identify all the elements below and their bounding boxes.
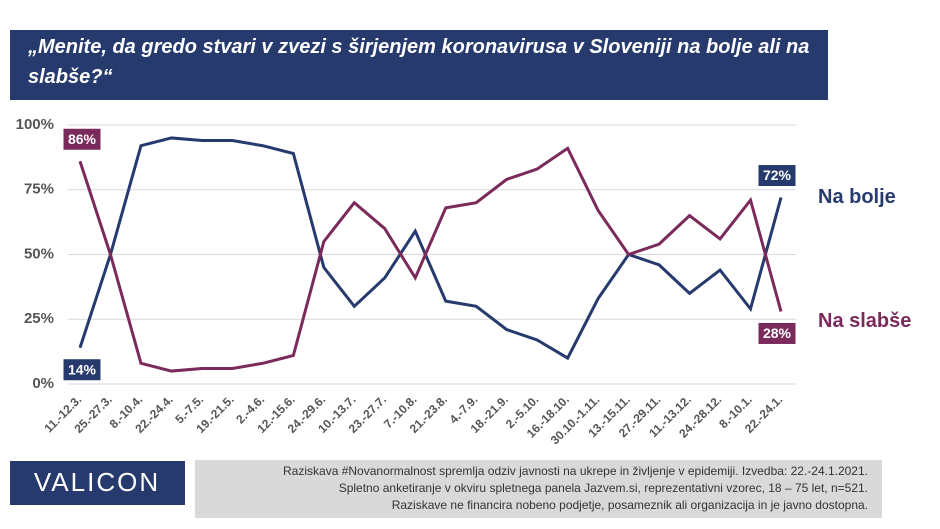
line: [78, 146, 783, 373]
value-label: 86%: [68, 131, 97, 147]
footnote-box: [195, 460, 882, 518]
y-tick-label: 100%: [16, 116, 54, 133]
value-label: 28%: [763, 325, 792, 341]
footnote-line: Spletno anketiranje v okviru spletnega p…: [339, 481, 868, 495]
value-label: 14%: [68, 361, 97, 377]
y-tick-label: 50%: [24, 245, 54, 262]
logo: VALICON: [34, 467, 160, 497]
logo-box: [10, 461, 185, 505]
line: [78, 136, 783, 361]
value-label-box: [62, 127, 102, 151]
value-label: 72%: [763, 167, 792, 183]
y-tick-label: 0%: [32, 375, 54, 392]
title-box: [10, 30, 828, 100]
y-tick-label: 25%: [24, 310, 54, 327]
chart-title: „Menite, da gredo stvari v zvezi s širje…: [28, 36, 810, 88]
y-tick-label: 75%: [24, 181, 54, 198]
legend-label: Na bolje: [818, 186, 896, 208]
value-label-box: [757, 321, 797, 345]
legend-label: Na slabše: [818, 310, 911, 332]
title-wrap: „Menite, da gredo stvari v zvezi s širje…: [28, 36, 810, 88]
value-label-box: [757, 164, 797, 188]
footnote-line: Raziskave ne financira nobeno podjetje, …: [392, 498, 868, 512]
value-label-box: [62, 358, 102, 382]
footnote-line: Raziskava #Novanormalnost spremlja odziv…: [283, 464, 868, 478]
